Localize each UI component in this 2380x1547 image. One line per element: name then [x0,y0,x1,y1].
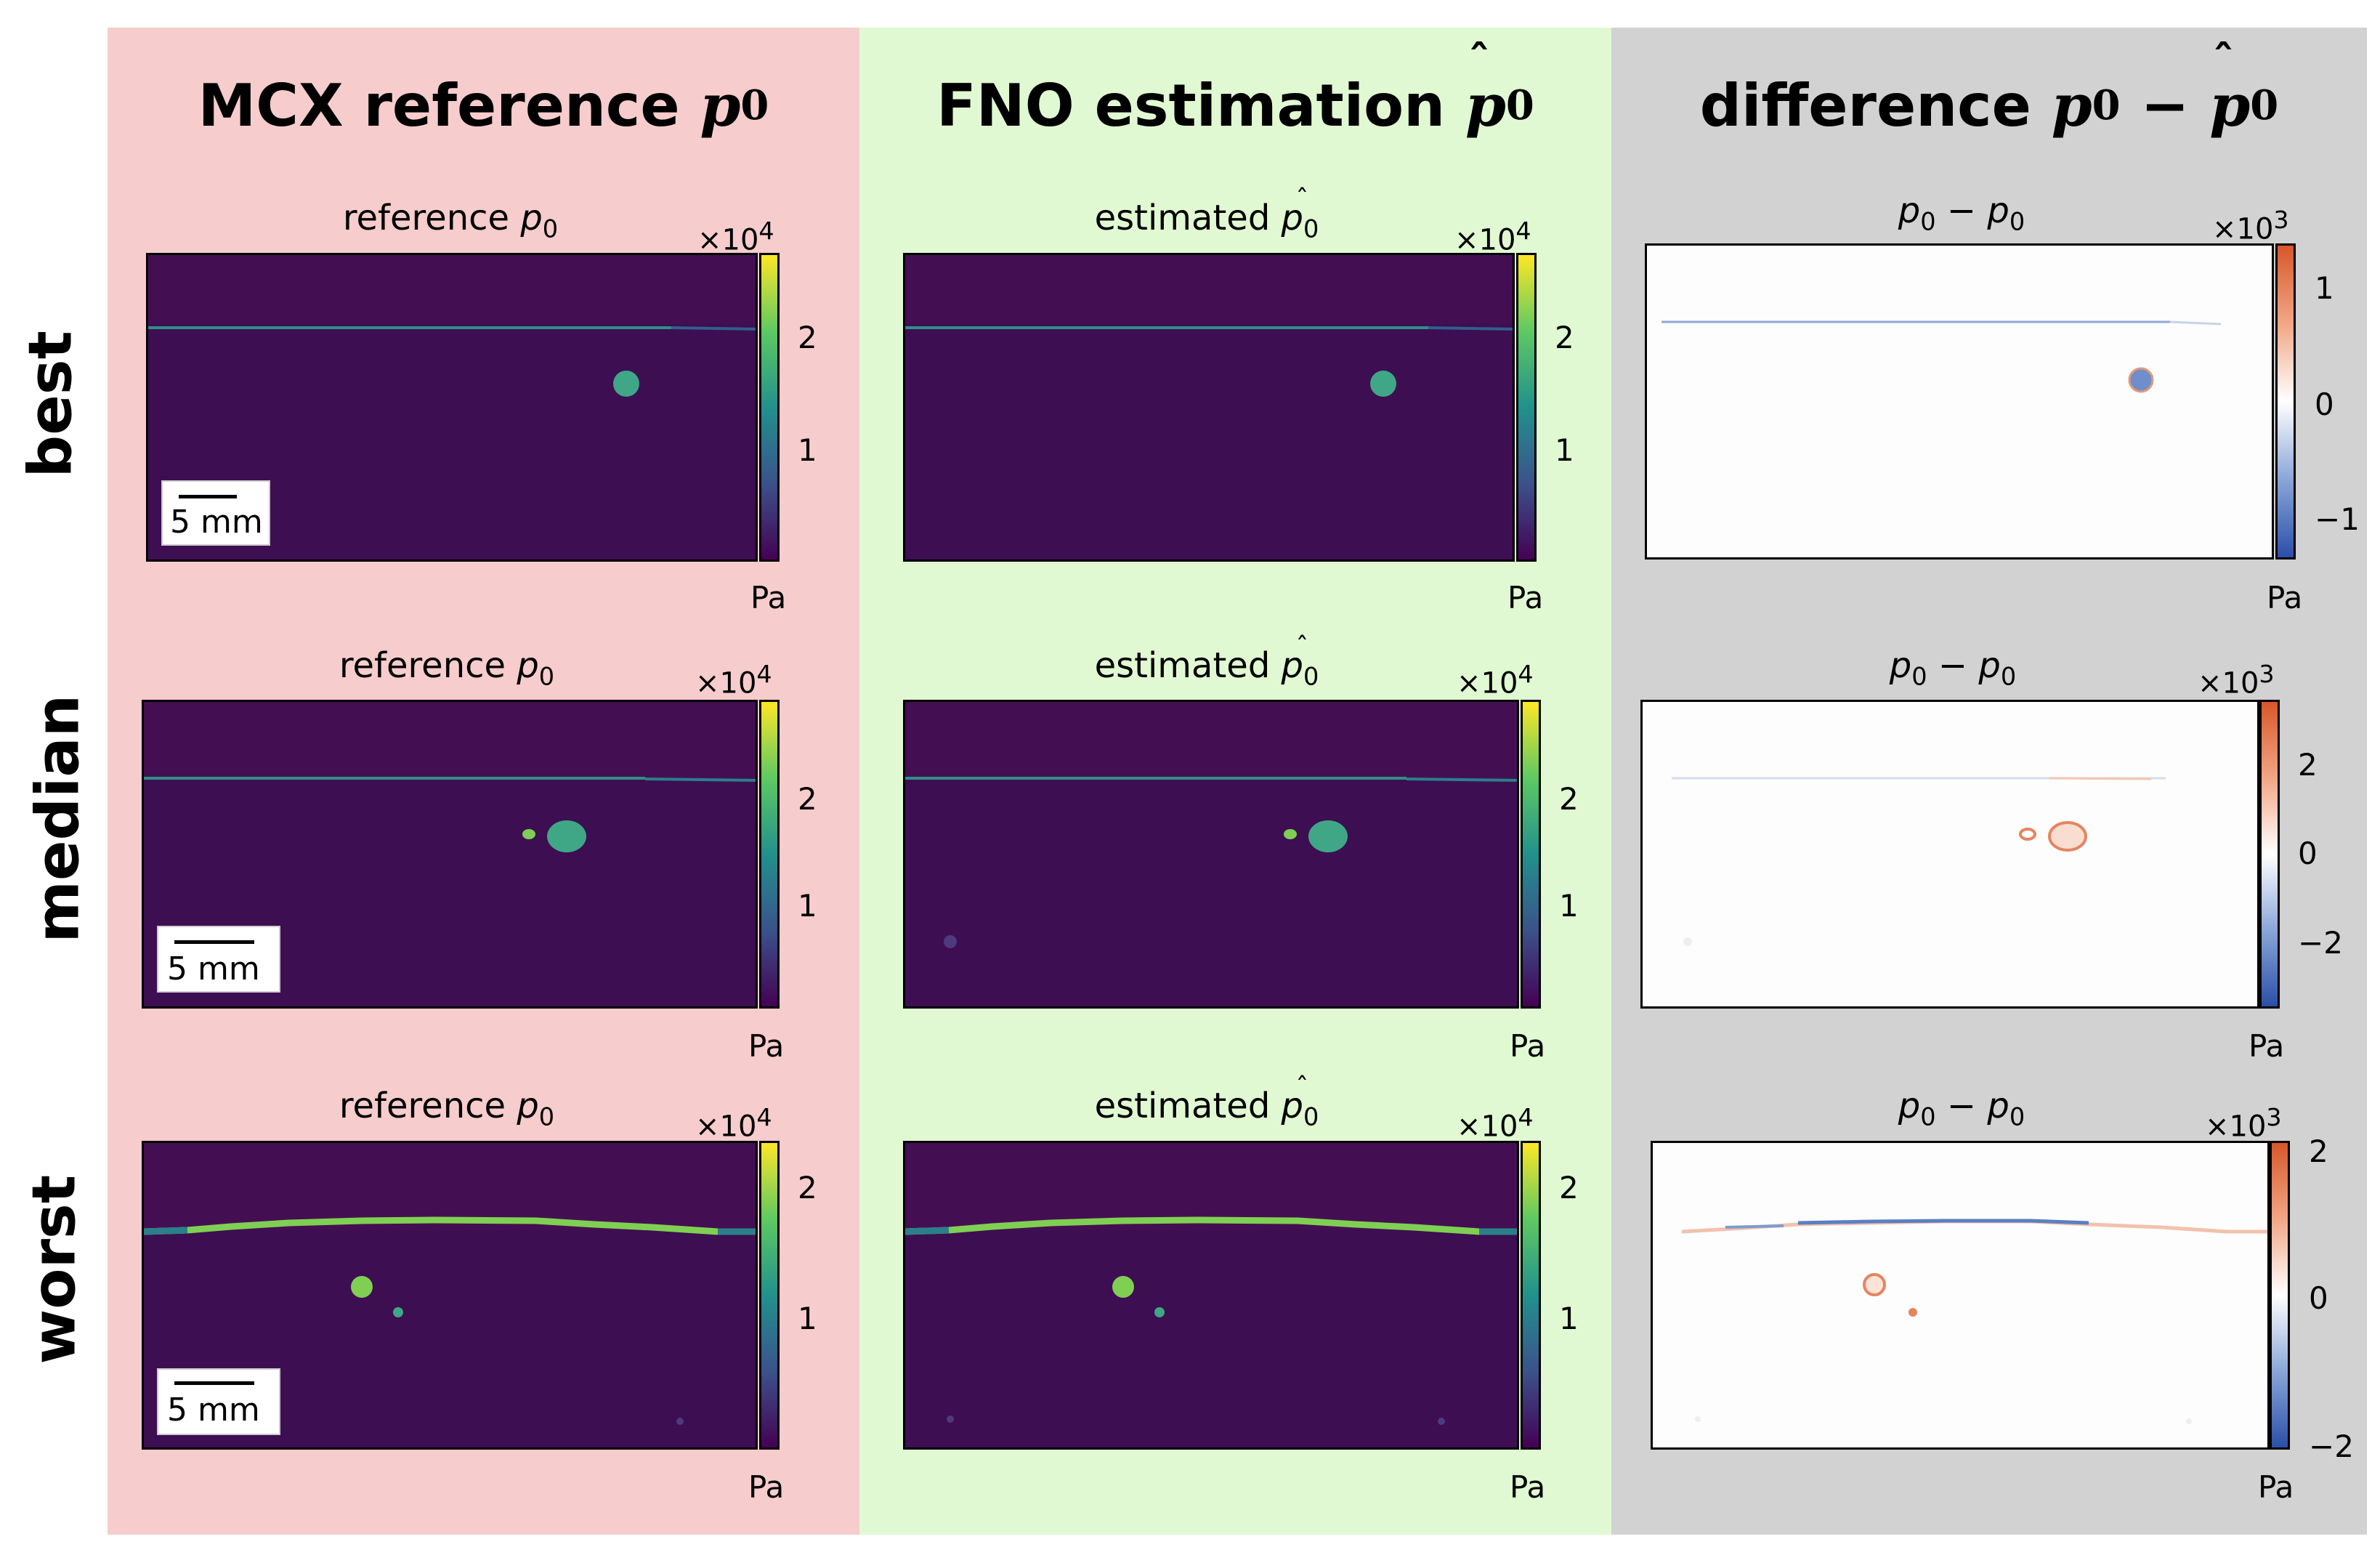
colorbar-tick: 2 [2309,1134,2328,1169]
colorbar-tick: −1 [2315,501,2360,537]
unit-label: Pa [2267,580,2303,615]
colorbar-tick: 2 [1559,781,1579,817]
panel-title-estimated-best: estimated p0ˆ [1094,185,1319,243]
colorbar-diff-worst [2270,1141,2290,1450]
unit-label: Pa [1510,1469,1546,1505]
colorbar-tick: 1 [798,432,817,468]
multiplier-ref-worst: ×104 [695,1103,772,1144]
multiplier-ref-median: ×104 [695,660,772,700]
multiplier-diff-worst: ×103 [2205,1103,2282,1144]
image-difference-median [1640,700,2259,1009]
colorbar-est-median [1521,700,1541,1009]
colorbar-ref-median [759,700,780,1009]
unit-label: Pa [748,1028,785,1064]
colorbar-tick: 2 [798,781,817,817]
scalebar-worst: 5 mm [157,1368,280,1435]
panel-title-reference-worst: reference p0 [339,1086,555,1131]
image-estimated-best [903,253,1515,562]
unit-label: Pa [1510,1028,1546,1064]
image-reference-best: 5 mm [146,253,758,562]
image-estimated-worst [903,1141,1519,1450]
unit-label: Pa [748,1469,785,1505]
multiplier-diff-best: ×103 [2212,206,2289,246]
colorbar-est-worst [1521,1141,1541,1450]
unit-label: Pa [1507,580,1544,615]
unit-label: Pa [2258,1469,2294,1505]
colorbar-tick: 2 [1555,320,1574,355]
row-label-best: best [16,331,86,478]
colorbar-diff-median [2259,700,2280,1009]
panel-title-estimated-median: estimated p0ˆ [1094,632,1319,691]
colorbar-tick: 1 [1559,888,1579,924]
unit-label: Pa [2249,1028,2285,1064]
multiplier-ref-best: ×104 [697,217,774,257]
panel-title-difference-worst: p0 − p0 [1898,1086,2025,1131]
colorbar-tick: 1 [2315,270,2334,306]
colorbar-tick: 0 [2309,1280,2328,1316]
panel-title-difference-best: p0 − p0 [1898,190,2025,236]
multiplier-est-worst: ×104 [1457,1103,1534,1144]
colorbar-tick: 1 [798,888,817,924]
colorbar-est-best [1516,253,1537,562]
scalebar-median: 5 mm [157,926,280,993]
panel-title-estimated-worst: estimated p0ˆ [1094,1073,1319,1131]
colorbar-tick: 0 [2298,836,2318,871]
image-reference-median: 5 mm [142,700,758,1009]
row-label-median: median [23,694,93,943]
panel-title-reference-best: reference p0 [342,198,559,243]
colorbar-tick: 2 [2298,747,2318,783]
image-difference-worst [1651,1141,2270,1450]
colorbar-tick: 2 [798,1170,817,1205]
colorbar-tick: 2 [798,320,817,355]
panel-title-reference-median: reference p0 [339,645,555,691]
scalebar-best: 5 mm [161,480,270,546]
colorbar-ref-worst [759,1141,780,1450]
colorbar-ref-best [759,253,780,562]
colorbar-tick: 1 [798,1301,817,1336]
image-estimated-median [903,700,1519,1009]
colorbar-tick: 1 [1559,1301,1579,1336]
colorbar-tick: −2 [2309,1429,2354,1464]
image-difference-best [1645,243,2274,560]
image-reference-worst: 5 mm [142,1141,758,1450]
multiplier-est-median: ×104 [1457,660,1534,700]
multiplier-est-best: ×104 [1454,217,1531,257]
multiplier-diff-median: ×103 [2198,660,2275,700]
colorbar-tick: 1 [1555,432,1574,468]
panel-title-difference-median: p0 − p0 [1889,645,2017,691]
unit-label: Pa [750,580,787,615]
row-label-worst: worst [20,1174,89,1365]
colorbar-tick: 2 [1559,1170,1579,1205]
colorbar-tick: 0 [2315,387,2334,422]
colorbar-tick: −2 [2298,925,2343,961]
colorbar-diff-best [2275,243,2296,560]
